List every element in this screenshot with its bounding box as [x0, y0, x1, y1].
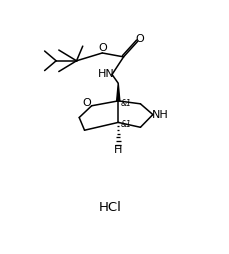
Text: O: O — [98, 43, 107, 53]
Text: H: H — [114, 145, 123, 155]
Text: &1: &1 — [121, 120, 132, 129]
Text: O: O — [82, 99, 91, 108]
Text: NH: NH — [152, 109, 168, 120]
Polygon shape — [117, 83, 120, 101]
Text: HN: HN — [98, 70, 114, 80]
Text: O: O — [136, 34, 144, 44]
Text: &1: &1 — [121, 99, 132, 108]
Text: HCl: HCl — [99, 201, 122, 214]
